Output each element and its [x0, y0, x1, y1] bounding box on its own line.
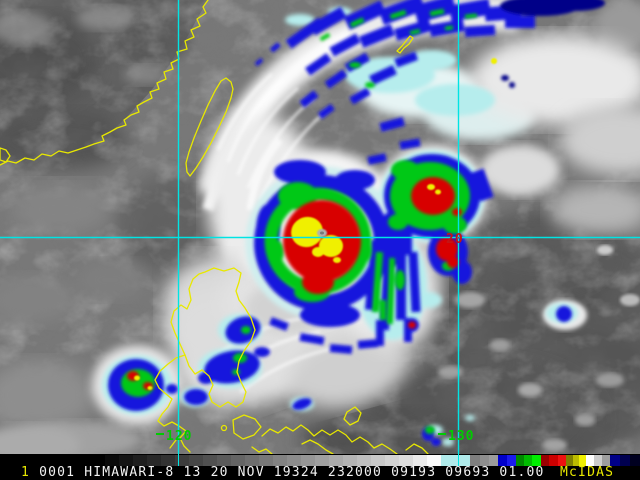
colorbar-segment	[470, 455, 480, 466]
coastline-taiwan	[185, 77, 234, 177]
coastline-island-loop	[343, 406, 362, 426]
colorbar-segment	[441, 455, 470, 466]
colorbar-segment	[147, 455, 161, 466]
colorbar-segment	[610, 455, 620, 466]
colorbar-segment	[620, 455, 630, 466]
colorbar-segment	[516, 455, 524, 466]
colorbar-segment	[315, 455, 329, 466]
colorbar-segment	[413, 455, 427, 466]
coastline-islet-small	[220, 424, 228, 432]
coastline-visayas	[261, 424, 398, 454]
colorbar-segment	[203, 455, 217, 466]
gray-clouds	[0, 0, 640, 454]
colorbar-segment	[480, 455, 489, 466]
coastlines	[0, 0, 429, 454]
colorbar-segment	[427, 455, 441, 466]
colorbar-segment	[189, 455, 203, 466]
latlon-grid: 120 130 20	[0, 0, 640, 454]
colorbar-segment	[301, 455, 315, 466]
colorbar-gridline-120	[178, 454, 179, 466]
colorbar-segment	[287, 455, 301, 466]
grid-label-lon-120: 120	[166, 429, 192, 444]
colorbar-segment	[586, 455, 594, 466]
colorbar-segment	[602, 455, 610, 466]
colorbar-gridline-130	[458, 454, 459, 466]
coastline-visayas-south	[301, 439, 334, 454]
annotation-text: 1 0001 HIMAWARI-8 13 20 NOV 19324 232000…	[21, 465, 545, 480]
colorbar-segment	[343, 455, 357, 466]
image-annotation: 0001 HIMAWARI-8 13 20 NOV 19324 232000 0…	[39, 465, 545, 480]
colorbar-segment	[549, 455, 558, 466]
grid-label-lon-130: 130	[448, 429, 474, 444]
colorbar-segment	[532, 455, 541, 466]
colorbar-segment	[507, 455, 516, 466]
colorbar-segment	[357, 455, 371, 466]
coastline-china	[0, 0, 209, 166]
coastline-sw-squiggle2	[169, 439, 177, 449]
colorbar-segment	[524, 455, 532, 466]
colorbar-segment	[594, 455, 602, 466]
typhoon-eye	[317, 229, 327, 237]
colorbar-segment	[558, 455, 566, 466]
colorbar-segment	[329, 455, 343, 466]
colorbar-segment	[498, 455, 507, 466]
colorbar-segment	[541, 455, 549, 466]
colorbar-segment	[630, 455, 640, 466]
frame-number: 1	[21, 465, 31, 480]
colorbar-segment	[273, 455, 287, 466]
land-highlights	[0, 6, 167, 85]
coastline-islet-west	[0, 147, 11, 163]
colorbar-segment	[217, 455, 231, 466]
colorbar-segment	[119, 455, 133, 466]
coastline-luzon-west	[154, 354, 191, 453]
colorbar-segment	[371, 455, 385, 466]
coastline-okinawa	[396, 35, 414, 54]
satellite-image: 120 130 20	[0, 0, 640, 454]
status-bar: 1 0001 HIMAWARI-8 13 20 NOV 19324 232000…	[0, 454, 640, 480]
colorbar-segment	[489, 455, 498, 466]
colorbar-segment	[399, 455, 413, 466]
colorbar-segment	[161, 455, 175, 466]
coastline-luzon	[170, 267, 256, 408]
colorbar-segment	[245, 455, 259, 466]
colorbar-segment	[385, 455, 399, 466]
mcidas-brand-label: McIDAS	[560, 465, 615, 480]
satellite-image-display[interactable]: 120 130 20	[0, 0, 640, 454]
yellow-extreme-cold-cloud	[134, 58, 497, 390]
coastline-sw-squiggle	[251, 446, 273, 454]
enhancement-colorbar	[105, 455, 640, 466]
colorbar-segment	[133, 455, 147, 466]
colorbar-segment	[579, 455, 586, 466]
colorbar-segment	[231, 455, 245, 466]
coastline-samar	[405, 443, 429, 454]
colorbar-segment	[175, 455, 189, 466]
grid-label-lat-20: 20	[446, 232, 464, 247]
colorbar-segment	[566, 455, 573, 466]
colorbar-segment	[105, 455, 119, 466]
coastline-mindoro	[232, 414, 262, 440]
colorbar-segment	[573, 455, 579, 466]
colorbar-segment	[259, 455, 273, 466]
